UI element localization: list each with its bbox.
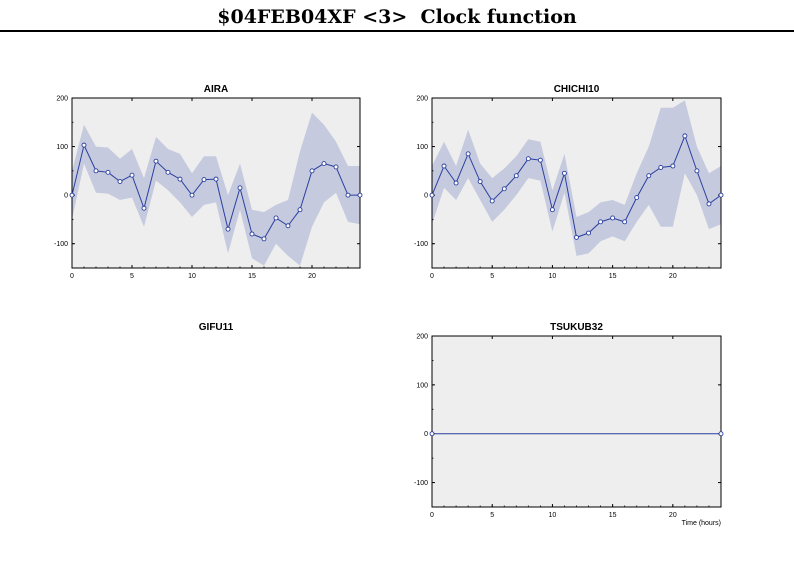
- y-tick-label: 200: [416, 334, 428, 341]
- data-point: [105, 169, 111, 175]
- data-point: [213, 176, 219, 182]
- data-point: [429, 431, 435, 437]
- data-point: [634, 195, 640, 201]
- y-tick-label: 0: [64, 193, 68, 200]
- data-point: [598, 219, 604, 225]
- data-point: [513, 173, 519, 179]
- data-point: [273, 215, 279, 221]
- y-tick-label: 0: [424, 193, 428, 200]
- data-point: [129, 172, 135, 178]
- x-tick-label: 15: [609, 512, 617, 519]
- x-tick-label: 0: [430, 512, 434, 519]
- uncertainty-band: [432, 100, 721, 256]
- plot-area: [432, 336, 721, 507]
- data-point: [297, 207, 303, 213]
- y-tick-label: 200: [416, 96, 428, 103]
- chart-panel-gifu11: GIFU11: [199, 322, 234, 333]
- data-point: [574, 234, 579, 240]
- x-tick-label: 10: [549, 273, 557, 280]
- y-tick-label: 100: [56, 144, 68, 151]
- y-tick-label: -100: [414, 480, 428, 487]
- y-tick-label: 100: [416, 144, 428, 151]
- data-point: [141, 205, 147, 211]
- data-point: [153, 158, 159, 164]
- data-point: [345, 192, 351, 198]
- x-tick-label: 10: [549, 512, 557, 519]
- data-point: [429, 192, 435, 198]
- data-point: [682, 133, 688, 139]
- data-point: [69, 192, 75, 198]
- chart-title: TSUKUB32: [550, 322, 603, 333]
- chart-panel-aira: AIRA 200 100 0 -100 0 5 10 15 20: [54, 84, 363, 280]
- data-point: [670, 163, 676, 169]
- data-point: [165, 169, 171, 175]
- data-point: [622, 219, 628, 225]
- x-tick-label: 5: [490, 512, 494, 519]
- y-tick-label: 200: [56, 96, 68, 103]
- data-point: [658, 165, 664, 170]
- data-point: [93, 168, 99, 174]
- title-rule: [0, 30, 794, 32]
- data-point: [237, 185, 243, 191]
- data-point: [441, 163, 447, 169]
- chart-title: AIRA: [204, 84, 228, 95]
- data-point: [525, 156, 531, 162]
- data-point: [718, 192, 724, 198]
- y-tick-label: -100: [54, 241, 68, 248]
- data-point: [117, 179, 123, 184]
- data-point: [357, 192, 363, 198]
- data-point: [177, 176, 183, 182]
- data-point: [321, 161, 327, 167]
- data-point: [694, 168, 700, 174]
- data-point: [610, 215, 616, 221]
- data-point: [285, 223, 291, 229]
- chart-title: GIFU11: [199, 322, 234, 333]
- data-point: [189, 192, 195, 198]
- data-point: [201, 177, 207, 183]
- x-tick-label: 20: [669, 273, 677, 280]
- chart-title: CHICHI10: [554, 84, 600, 95]
- data-point: [465, 151, 471, 157]
- data-point: [549, 207, 555, 213]
- y-tick-label: 100: [416, 382, 428, 389]
- data-point: [586, 230, 591, 236]
- chart-panel-tsukub32: TSUKUB32 200 100 0 -100 0 5 10 15 20 Time (hours): [414, 322, 724, 527]
- chart-panel-chichi10: CHICHI10 200 100 0 -100 0 5 10 15 20: [414, 84, 724, 280]
- y-tick-label: 0: [424, 431, 428, 438]
- x-tick-label: 20: [308, 273, 316, 280]
- data-point: [477, 179, 483, 184]
- y-tick-label: -100: [414, 241, 428, 248]
- x-tick-label: 20: [669, 512, 677, 519]
- data-point: [537, 157, 543, 163]
- data-point: [646, 173, 652, 179]
- data-point: [309, 168, 315, 174]
- x-tick-label: 5: [490, 273, 494, 280]
- data-point: [453, 180, 459, 186]
- x-tick-label: 10: [188, 273, 196, 280]
- data-point: [333, 164, 339, 170]
- data-point: [501, 186, 507, 192]
- data-point: [81, 142, 87, 148]
- x-tick-label: 5: [130, 273, 134, 280]
- data-point: [706, 201, 712, 207]
- x-axis-label: Time (hours): [682, 520, 721, 527]
- x-tick-label: 15: [248, 273, 256, 280]
- page-title: $04FEB04XF <3> Clock function: [217, 6, 577, 28]
- data-point: [249, 231, 255, 237]
- data-point: [718, 431, 724, 437]
- x-tick-label: 0: [430, 273, 434, 280]
- data-point: [562, 170, 567, 176]
- data-point: [225, 226, 231, 232]
- x-tick-label: 0: [70, 273, 74, 280]
- data-point: [489, 198, 495, 204]
- x-tick-label: 15: [609, 273, 617, 280]
- data-point: [261, 236, 267, 242]
